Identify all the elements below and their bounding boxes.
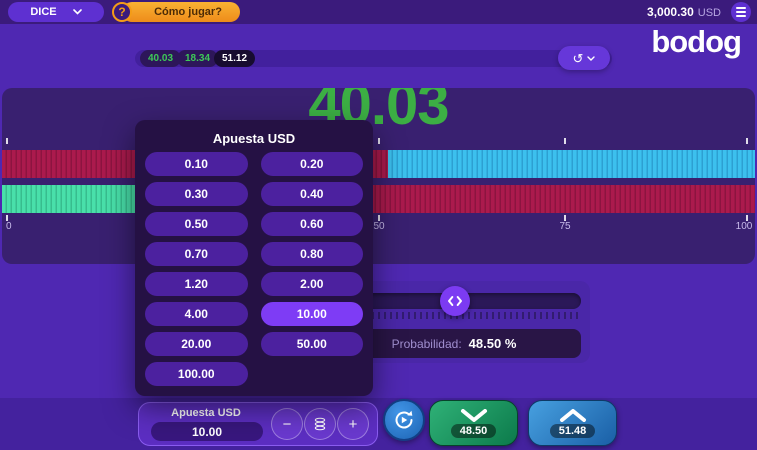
amount-option-button[interactable]: 0.10 bbox=[145, 152, 248, 176]
bet-presets-button[interactable] bbox=[304, 408, 336, 440]
game-selector-dropdown[interactable]: DICE bbox=[8, 2, 104, 22]
game-panel: 40.03 0 50 75 100 bbox=[2, 88, 755, 264]
how-to-play-label: Cómo jugar? bbox=[154, 6, 222, 18]
coins-stack-icon bbox=[314, 417, 326, 431]
roll-over-button[interactable]: 51.48 bbox=[528, 400, 617, 446]
amount-option-button[interactable]: 4.00 bbox=[145, 302, 248, 326]
amount-option-button[interactable]: 0.80 bbox=[260, 242, 363, 266]
scale-label: 50 bbox=[373, 221, 385, 232]
hamburger-menu-button[interactable] bbox=[731, 2, 751, 22]
scale-tick bbox=[378, 138, 380, 144]
history-chip[interactable]: 51.12 bbox=[214, 50, 256, 67]
top-bar: DICE Cómo jugar? ? 3,000.30 USD bbox=[0, 0, 757, 24]
bar-segment-cyan bbox=[388, 150, 755, 178]
amount-option-button[interactable]: 20.00 bbox=[145, 332, 248, 356]
amount-option-button[interactable]: 0.20 bbox=[260, 152, 363, 176]
balance-amount: 3,000.30 bbox=[647, 5, 694, 19]
roll-over-value: 51.48 bbox=[549, 423, 596, 438]
scale-tick bbox=[378, 215, 380, 221]
history-track: 40.03 18.34 51.12 bbox=[135, 50, 612, 67]
roll-result: 40.03 bbox=[308, 88, 449, 137]
scale-tick bbox=[746, 215, 748, 221]
roll-under-value: 48.50 bbox=[450, 423, 497, 438]
roll-under-bar bbox=[2, 185, 755, 213]
amount-option-button[interactable]: 0.70 bbox=[145, 242, 248, 266]
chevron-up-icon bbox=[559, 408, 586, 422]
balance-currency: USD bbox=[697, 7, 721, 19]
probability-slider-handle[interactable] bbox=[440, 286, 470, 316]
history-chip[interactable]: 40.03 bbox=[140, 50, 182, 67]
amount-option-button-selected[interactable]: 10.00 bbox=[260, 302, 363, 326]
amount-option-button[interactable]: 0.30 bbox=[145, 182, 248, 206]
scale-tick bbox=[564, 215, 566, 221]
bodog-logo: bodog bbox=[651, 24, 742, 59]
drag-arrows-icon bbox=[448, 296, 462, 306]
increase-bet-button[interactable]: + bbox=[337, 408, 369, 440]
amount-option-button[interactable]: 100.00 bbox=[145, 362, 248, 386]
auto-play-button[interactable] bbox=[383, 399, 425, 441]
roll-under-button[interactable]: 48.50 bbox=[429, 400, 518, 446]
chevron-down-icon bbox=[460, 408, 487, 422]
history-clock-icon: ↺ bbox=[572, 50, 584, 66]
bet-amount-input[interactable]: 10.00 bbox=[151, 422, 263, 441]
history-chip[interactable]: 18.34 bbox=[177, 50, 219, 67]
amount-option-button[interactable]: 0.60 bbox=[260, 212, 363, 236]
scale-tick bbox=[746, 138, 748, 144]
amount-option-button[interactable]: 0.50 bbox=[145, 212, 248, 236]
roll-over-bar bbox=[2, 150, 755, 178]
chevron-down-icon bbox=[587, 55, 596, 61]
bet-controls-bar: Apuesta USD 10.00 − + bbox=[0, 398, 757, 450]
game-selector-label: DICE bbox=[30, 6, 57, 18]
scale-label: 0 bbox=[6, 221, 12, 232]
probability-label: Probabilidad: bbox=[391, 336, 462, 351]
scale-label: 100 bbox=[735, 221, 753, 232]
rotate-play-icon bbox=[395, 410, 413, 429]
amount-option-button[interactable]: 0.40 bbox=[260, 182, 363, 206]
how-to-play-button[interactable]: Cómo jugar? bbox=[122, 2, 240, 22]
history-dropdown-button[interactable]: ↺ bbox=[558, 46, 610, 70]
chevron-down-icon bbox=[72, 9, 82, 15]
scale-tick bbox=[6, 138, 8, 144]
help-icon[interactable]: ? bbox=[112, 2, 132, 22]
scale-tick bbox=[6, 215, 8, 221]
amount-option-button[interactable]: 1.20 bbox=[145, 272, 248, 296]
bet-amount-modal: Apuesta USD 0.10 0.20 0.30 0.40 0.50 0.6… bbox=[135, 120, 373, 396]
decrease-bet-button[interactable]: − bbox=[271, 408, 303, 440]
bet-modal-title: Apuesta USD bbox=[212, 131, 296, 146]
amount-option-button[interactable]: 2.00 bbox=[260, 272, 363, 296]
bar-segment-red bbox=[365, 185, 755, 213]
bet-box: Apuesta USD 10.00 − + bbox=[138, 402, 378, 446]
scale-tick bbox=[564, 138, 566, 144]
balance-display: 3,000.30 USD bbox=[647, 0, 721, 24]
scale-label: 75 bbox=[559, 221, 571, 232]
bet-amount-grid: 0.10 0.20 0.30 0.40 0.50 0.60 0.70 0.80 … bbox=[145, 152, 363, 386]
amount-option-button[interactable]: 50.00 bbox=[260, 332, 363, 356]
bet-amount-label: Apuesta USD bbox=[171, 407, 241, 419]
probability-value: 48.50 % bbox=[468, 336, 517, 351]
